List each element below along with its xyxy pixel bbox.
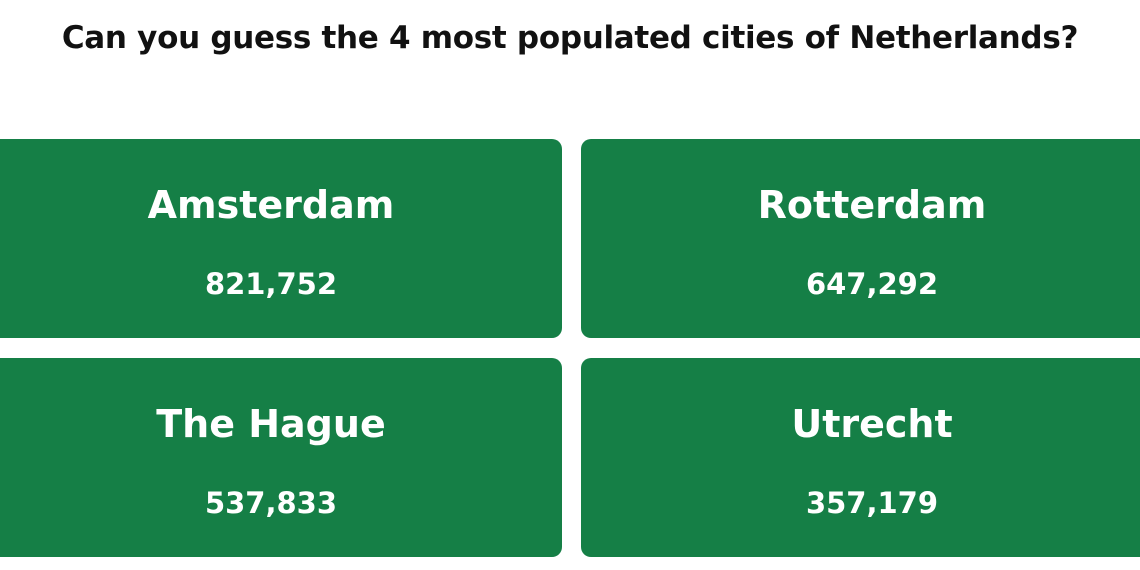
city-card: The Hague 537,833 <box>0 358 562 557</box>
city-population: 821,752 <box>204 267 338 301</box>
city-card: Utrecht 357,179 <box>581 358 1140 557</box>
city-population: 357,179 <box>805 486 939 520</box>
city-name: Utrecht <box>791 402 953 446</box>
city-population: 537,833 <box>204 486 338 520</box>
question-title: Can you guess the 4 most populated citie… <box>61 20 1079 56</box>
city-card: Amsterdam 821,752 <box>0 139 562 338</box>
city-name: Amsterdam <box>147 183 395 227</box>
city-population: 647,292 <box>805 267 939 301</box>
city-name: Rotterdam <box>757 183 987 227</box>
city-name: The Hague <box>156 402 386 446</box>
city-card: Rotterdam 647,292 <box>581 139 1140 338</box>
